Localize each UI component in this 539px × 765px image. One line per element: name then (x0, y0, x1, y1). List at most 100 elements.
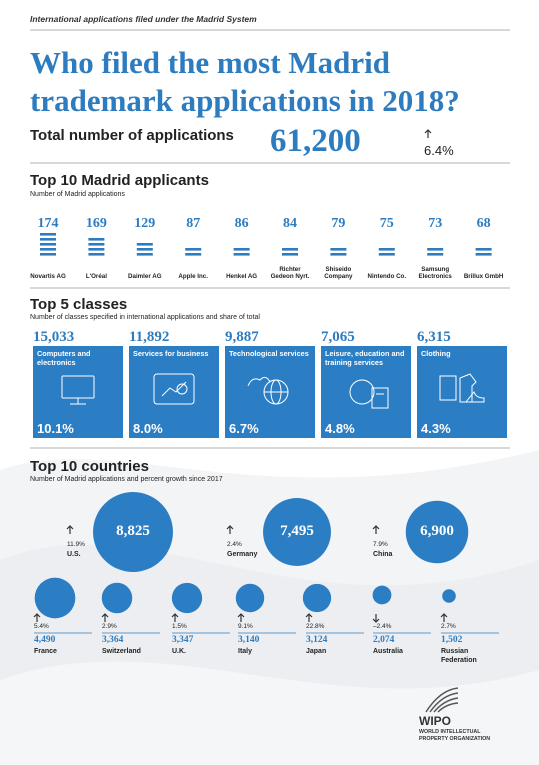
applicant-name: Brillux GmbH (463, 273, 504, 280)
applicant-value: 174 (37, 216, 59, 231)
country-growth: 22.8% (306, 623, 325, 630)
applicant-stack (427, 248, 444, 256)
applicant-stack (185, 248, 202, 256)
growth-arrow (305, 613, 313, 622)
class-share: 4.3% (421, 421, 451, 436)
applicant-name: Daimler AG (128, 273, 162, 280)
country-growth: 2.7% (441, 623, 456, 630)
country-name: Switzerland (102, 648, 141, 655)
country-value: 7,495 (280, 523, 314, 539)
country-value: 3,347 (172, 635, 194, 645)
country-value: 3,124 (306, 635, 328, 645)
country-bubble (442, 589, 456, 603)
applicant-name: Henkel AG (226, 273, 258, 280)
total-growth: 6.4% (424, 143, 454, 158)
applicant-name: Shiseido Company (324, 266, 353, 280)
class-value: 11,892 (129, 329, 170, 345)
class-box (321, 346, 411, 438)
country-growth: 9.1% (238, 623, 253, 630)
country-value: 1,502 (441, 635, 463, 645)
class-value: 15,033 (33, 329, 75, 345)
applicant-stack (88, 238, 105, 256)
country-name: U.S. (67, 551, 81, 558)
applicant-name: L'Oréal (85, 273, 107, 280)
growth-arrow (424, 129, 432, 138)
country-growth: 1.5% (172, 623, 187, 630)
growth-arrow (440, 613, 448, 622)
logo-full: WORLD INTELLECTUAL PROPERTY ORGANIZATION (419, 729, 491, 742)
applicant-stack (233, 248, 250, 256)
growth-arrow (372, 614, 380, 623)
applicant-value: 169 (85, 216, 107, 231)
country-growth: 2.9% (102, 623, 117, 630)
applicant-name: Richter Gedeon Nyrt. (270, 266, 310, 280)
country-value: 6,900 (420, 523, 454, 539)
class-value: 6,315 (417, 329, 451, 345)
applicant-stack (136, 243, 153, 256)
applicant-value: 75 (379, 216, 394, 231)
growth-arrow (237, 613, 245, 622)
growth-arrow (226, 525, 234, 534)
country-name: Japan (306, 648, 327, 655)
applicant-name: Novartis AG (30, 273, 66, 280)
country-bubble (101, 582, 133, 614)
country-value: 8,825 (116, 523, 150, 539)
country-bubble (405, 500, 469, 564)
class-share: 8.0% (133, 421, 163, 436)
country-bubble (171, 582, 203, 614)
class-share: 4.8% (325, 421, 355, 436)
country-value: 4,490 (34, 635, 56, 645)
country-growth: –2.4% (373, 623, 392, 630)
applicant-name: Apple Inc. (178, 273, 208, 280)
title: Who filed the most Madrid trademark appl… (30, 45, 460, 118)
country-growth: 2.4% (227, 541, 242, 548)
section-title: Top 10 Madrid applicants (30, 172, 209, 189)
country-bubble (93, 492, 173, 572)
growth-arrow (372, 525, 380, 534)
logo-name: WIPO (419, 714, 451, 728)
applicant-name: Nintendo Co. (367, 273, 407, 280)
total-value: 61,200 (270, 123, 361, 159)
country-value: 3,364 (102, 635, 124, 645)
class-box (33, 346, 123, 438)
applicant-value: 73 (428, 216, 443, 231)
country-name: China (373, 551, 393, 558)
growth-arrow (101, 613, 109, 622)
class-value: 9,887 (225, 329, 259, 345)
applicant-value: 129 (134, 216, 156, 231)
applicant-name: Samsung Electronics (418, 266, 452, 280)
total-label: Total number of applications (30, 127, 234, 144)
country-name: U.K. (172, 648, 186, 655)
country-growth: 7.9% (373, 541, 388, 548)
applicant-value: 84 (283, 216, 297, 231)
class-name: Computers and electronics (37, 349, 91, 367)
applicant-value: 87 (186, 216, 201, 231)
section-subtitle: Number of Madrid applications and percen… (30, 476, 223, 483)
class-name: Leisure, education and training services (325, 349, 405, 367)
class-icon (349, 379, 389, 409)
class-name: Technological services (229, 349, 309, 358)
class-value: 7,065 (321, 329, 355, 345)
section-subtitle: Number of classes specified in internati… (30, 314, 260, 321)
class-icon (247, 376, 289, 405)
applicant-stack (330, 248, 347, 256)
country-name: France (34, 648, 57, 655)
applicant-value: 86 (234, 216, 249, 231)
class-name: Services for business (133, 349, 209, 358)
country-growth: 11.9% (67, 541, 85, 548)
background-waves (0, 450, 539, 765)
applicant-stack (475, 248, 492, 256)
section-title: Top 5 classes (30, 296, 128, 313)
country-value: 2,074 (373, 635, 395, 645)
class-box (129, 346, 219, 438)
section-title: Top 10 countries (30, 458, 149, 475)
class-icon (153, 373, 195, 405)
class-icon (439, 373, 485, 403)
growth-arrow (66, 525, 74, 534)
class-share: 6.7% (229, 421, 259, 436)
applicant-stack (282, 248, 298, 256)
country-name: Australia (373, 648, 403, 655)
applicant-value: 68 (476, 216, 491, 231)
